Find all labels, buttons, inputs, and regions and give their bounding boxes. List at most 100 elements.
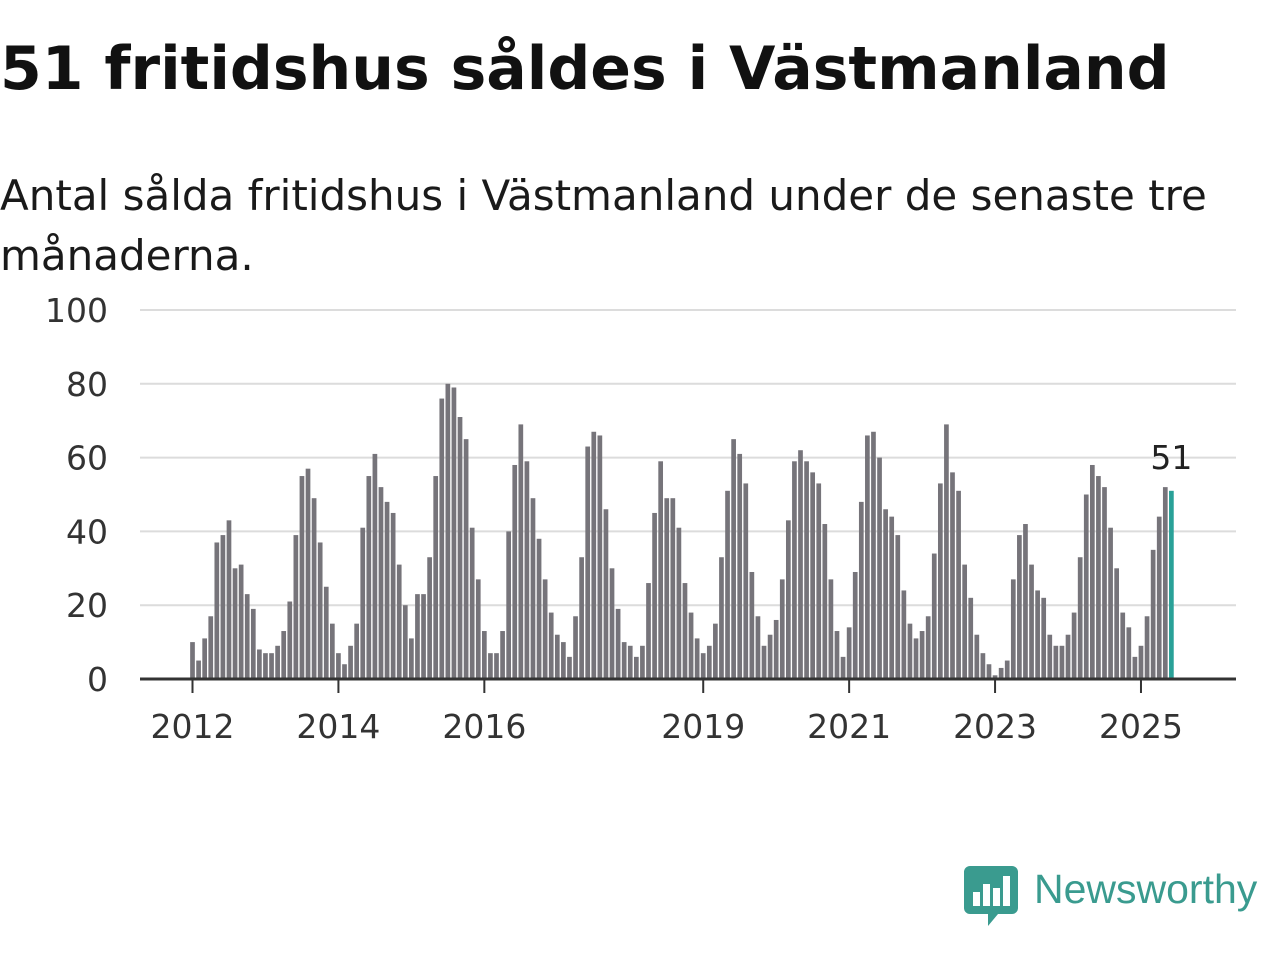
bar: [390, 512, 396, 679]
bar: [883, 509, 888, 679]
bar: [682, 583, 688, 679]
bar: [579, 557, 584, 679]
highlight-value-label: 51: [1150, 438, 1192, 477]
y-axis: 0 20 40 60 80 100: [45, 291, 108, 699]
bar: [542, 579, 548, 679]
bar: [366, 476, 372, 679]
bar: [1102, 487, 1107, 679]
bar: [1041, 597, 1047, 679]
bar: [974, 634, 980, 679]
bar: [907, 623, 913, 679]
bar: [1108, 527, 1113, 679]
bar: [919, 631, 925, 679]
bar: [1004, 660, 1010, 679]
bar: [336, 653, 341, 679]
bar: [725, 490, 730, 679]
bar: [567, 656, 572, 679]
bar: [828, 579, 834, 679]
bar: [992, 675, 998, 679]
bar: [640, 645, 645, 679]
bar: [354, 623, 360, 679]
bar: [810, 472, 816, 679]
bar: [889, 516, 895, 679]
bar: [871, 431, 876, 679]
highlighted-bar: [1169, 490, 1174, 679]
bar: [931, 553, 937, 679]
bar: [852, 571, 858, 679]
bar: [323, 586, 329, 679]
bar: [548, 612, 554, 679]
bar: [329, 623, 335, 679]
bar: [688, 612, 694, 679]
bar: [956, 490, 961, 679]
bar: [415, 594, 420, 679]
bar: [1071, 612, 1077, 679]
bar: [944, 424, 949, 679]
bar: [737, 453, 743, 679]
bar: [524, 461, 530, 679]
y-tick-label: 100: [45, 291, 108, 330]
bar: [384, 501, 390, 679]
bar: [1017, 535, 1022, 679]
bar: [269, 653, 274, 679]
bar: [834, 631, 840, 679]
bar: [427, 557, 432, 679]
bar: [962, 564, 968, 679]
bar: [1144, 616, 1150, 679]
bar: [512, 464, 518, 679]
bar: [232, 568, 238, 679]
bar: [317, 542, 323, 679]
bar: [1138, 645, 1144, 679]
bar: [597, 435, 603, 679]
y-tick-label: 80: [66, 365, 108, 404]
bar: [779, 579, 785, 679]
bar: [554, 634, 560, 679]
bar: [986, 664, 992, 679]
bar: [822, 524, 828, 679]
bar: [220, 535, 226, 679]
bar: [603, 509, 609, 679]
bar: [433, 476, 439, 679]
bar: [664, 498, 670, 679]
bar: [299, 476, 305, 679]
bar: [348, 645, 353, 679]
x-tick-label: 2025: [1099, 707, 1183, 746]
bars: [190, 383, 1174, 679]
bar: [609, 568, 615, 679]
bar: [968, 597, 974, 679]
newsworthy-logo: Newsworthy: [964, 864, 1276, 928]
bar: [950, 472, 955, 679]
bar: [250, 608, 256, 679]
bar: [713, 623, 718, 679]
bar: [421, 594, 426, 679]
bar: [676, 527, 682, 679]
bar: [518, 424, 524, 679]
bar: [1156, 516, 1162, 679]
bar: [536, 538, 542, 679]
bar: [755, 616, 761, 679]
x-tick-label: 2016: [442, 707, 526, 746]
x-tick-label: 2014: [296, 707, 380, 746]
x-axis: 2012 2014 2016 2019 2021 2023 2025: [151, 679, 1183, 746]
bar: [1077, 557, 1083, 679]
bar: [646, 583, 651, 679]
bar: [719, 557, 724, 679]
bar: [214, 542, 220, 679]
bar: [1023, 524, 1028, 679]
x-tick-label: 2023: [953, 707, 1037, 746]
bar: [773, 619, 779, 679]
x-tick-label: 2012: [151, 707, 235, 746]
bar: [804, 461, 809, 679]
bar: [1150, 549, 1156, 679]
bar: [925, 616, 931, 679]
brand-name: Newsworthy: [1034, 866, 1258, 912]
bar: [293, 535, 299, 679]
bar: [858, 501, 864, 679]
bar: [445, 383, 451, 679]
bar: [305, 468, 311, 679]
bar: [457, 417, 463, 679]
bar: [311, 498, 317, 679]
y-tick-label: 60: [66, 439, 108, 478]
bar: [481, 631, 487, 679]
